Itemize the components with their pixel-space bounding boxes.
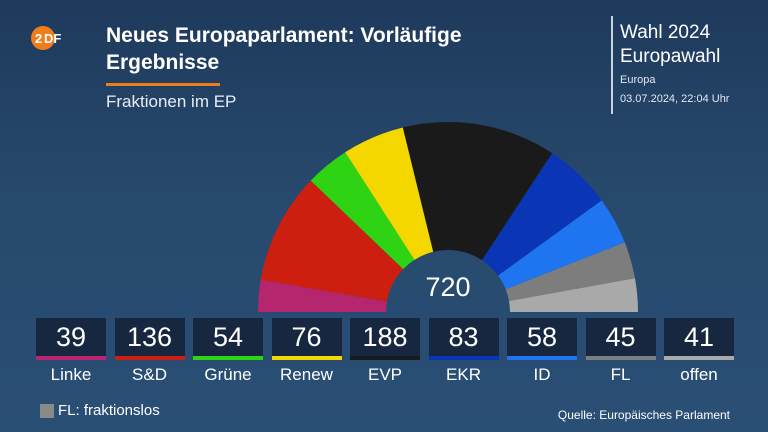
seat-bar-8: 41 offen [664,318,734,385]
seat-segment-2 [310,152,415,270]
seat-segment-7 [505,242,635,301]
party-color-stripe [36,356,106,360]
party-color-stripe [114,356,185,360]
total-seats: 720 [425,272,471,302]
party-label: ID [533,365,551,384]
party-color-stripe [193,356,263,360]
party-color-stripe [428,356,499,360]
seat-bar-1: 136 S&D [114,318,185,385]
page-title: Neues Europaparlament: Vorläufige Ergebn… [106,24,462,74]
svg-text:DF: DF [44,31,61,46]
party-color-stripe [585,356,656,360]
source-credit: Quelle: Europäisches Parlament [557,408,730,422]
seat-bar-0: 39 Linke [36,318,106,385]
seat-count: 54 [193,318,263,356]
party-label: S&D [132,365,167,384]
seat-count: 45 [585,318,656,356]
legend-note-text: FL: fraktionslos [58,402,160,419]
election-date: 03.07.2024, 22:04 Uhr [620,93,730,105]
seat-bar-2: 54 Grüne [193,318,263,385]
seat-count: 188 [350,318,420,356]
seat-bar-6: 58 ID [507,318,577,385]
seat-count: 41 [664,318,734,356]
info-divider [611,16,613,114]
party-label: offen [680,365,718,384]
election-title-line1: Wahl 2024 [620,22,711,43]
title-underline [106,83,220,86]
party-color-stripe [664,356,734,360]
seat-count: 83 [428,318,499,356]
seat-bars: 39 Linke 136 S&D 54 Grüne 76 Renew 188 EVP 83 EKR 58… [36,318,736,388]
seat-count: 58 [507,318,577,356]
party-label: Grüne [204,365,252,384]
seat-segment-1 [260,180,404,302]
seat-bar-3: 76 Renew [271,318,342,385]
election-title-line2: Europawahl [620,46,721,67]
seat-segment-6 [498,200,625,290]
election-title: Wahl 2024 Europawahl [620,21,720,69]
zdf-logo: 2 DF [31,26,61,50]
party-label: FL [610,365,631,384]
party-label: EKR [446,365,481,384]
party-color-stripe [271,356,342,360]
party-color-stripe [507,356,577,360]
seat-segment-0 [258,279,387,312]
seat-bar-7: 45 FL [585,318,656,385]
svg-text:2: 2 [35,31,42,46]
party-label: Linke [50,365,92,384]
seat-segment-3 [345,127,434,260]
seat-segment-5 [481,153,602,276]
seat-segment-8 [509,278,638,312]
seat-count: 76 [271,318,342,356]
seat-count: 136 [114,318,185,356]
legend-note: FL: fraktionslos [40,402,160,419]
seat-segment-4 [402,122,553,261]
seat-bar-5: 83 EKR [428,318,499,385]
party-color-stripe [350,356,420,360]
party-label: Renew [280,365,333,384]
seat-bar-4: 188 EVP [350,318,420,385]
page-subtitle: Fraktionen im EP [106,92,237,111]
legend-swatch [40,403,54,418]
election-region: Europa [620,74,656,86]
seat-count: 39 [36,318,106,356]
party-label: EVP [367,365,403,384]
